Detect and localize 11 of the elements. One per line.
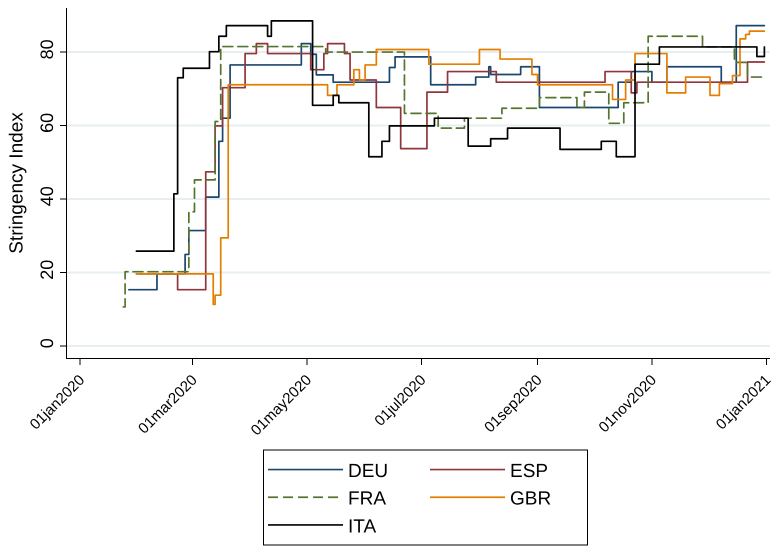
y-tick-label: 80: [36, 39, 57, 60]
y-tick-label: 20: [36, 260, 57, 280]
y-tick-label: 60: [36, 112, 57, 133]
legend-label: ESP: [510, 460, 548, 482]
legend-label: FRA: [348, 488, 386, 510]
legend-label: GBR: [510, 488, 552, 510]
y-tick-label: 0: [36, 338, 57, 348]
y-tick-label: 40: [36, 186, 57, 206]
y-axis-title: Stringency Index: [6, 112, 28, 254]
legend-label: ITA: [348, 516, 377, 538]
legend-label: DEU: [348, 460, 388, 482]
